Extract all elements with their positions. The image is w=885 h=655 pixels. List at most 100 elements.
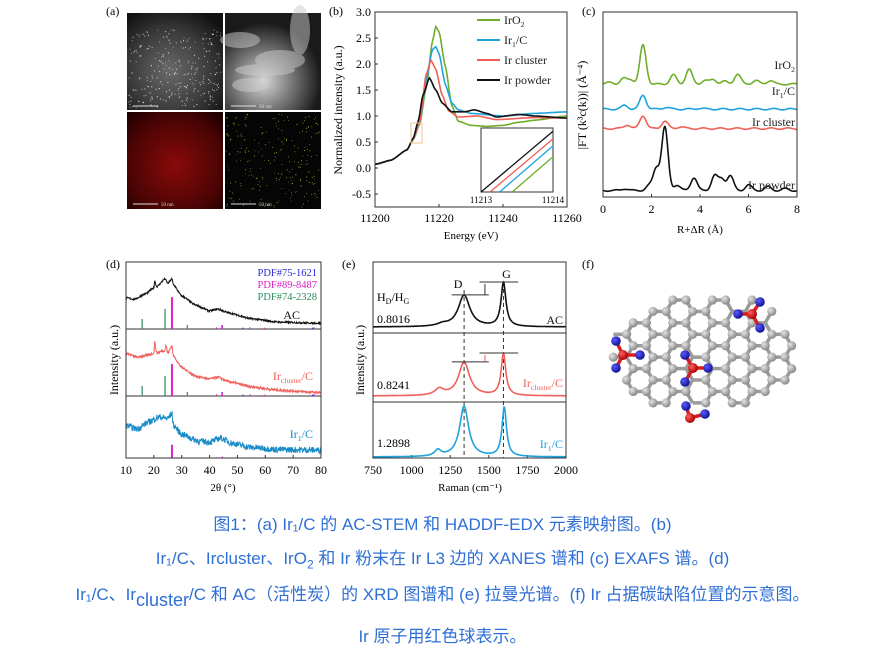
- ir-signal-dot: [306, 148, 308, 150]
- ir-signal-dot: [301, 206, 303, 208]
- ir-signal-dot: [278, 128, 280, 130]
- ir-signal-dot: [261, 177, 263, 179]
- bright-spot: [204, 100, 206, 102]
- ir-signal-dot: [300, 185, 302, 187]
- bright-spot: [164, 61, 167, 64]
- bright-spot: [208, 82, 210, 84]
- bright-spot: [213, 90, 215, 92]
- panel-b-xanes-chart: (b) 11200 11220 11240 11260 Energy (eV) -0.5 0…: [329, 4, 582, 242]
- carbon-atom: [648, 329, 658, 339]
- x-axis-label: Raman (cm⁻¹): [438, 482, 502, 494]
- ir-signal-dot: [260, 148, 262, 150]
- bright-spot: [213, 29, 215, 31]
- panel-f-structure-model: (f): [582, 257, 797, 423]
- bright-spot: [144, 88, 146, 90]
- ir-signal-dot: [308, 171, 310, 173]
- hd-hg-ratio: 0.8241: [377, 378, 410, 392]
- bright-spot: [158, 59, 161, 62]
- label-main: IrO: [774, 58, 791, 72]
- ir-signal-dot: [255, 177, 257, 179]
- y-tick-label: 0.0: [356, 161, 371, 175]
- bright-spot: [174, 93, 176, 95]
- inset-tick-label: 11214: [542, 195, 565, 205]
- ir-signal-dot: [314, 117, 316, 119]
- bright-spot: [138, 36, 140, 38]
- panel-label-b: (b): [329, 4, 343, 18]
- bright-spot: [194, 73, 196, 75]
- ir-signal-dot: [270, 162, 272, 164]
- ir-signal-dot: [244, 139, 246, 141]
- bright-spot: [208, 92, 210, 95]
- carbon-atom: [648, 352, 658, 362]
- ir-signal-dot: [240, 160, 242, 162]
- scale-bar-label: 50 nm: [161, 203, 174, 208]
- ir-signal-dot: [296, 190, 298, 192]
- ir-signal-dot: [234, 117, 236, 119]
- plot-frame: [372, 261, 567, 459]
- bright-spot: [168, 67, 170, 69]
- bright-spot: [203, 82, 205, 84]
- x-tick-label: 4: [697, 202, 703, 216]
- bright-spot: [202, 38, 204, 41]
- series-label: Ircluster/C: [523, 376, 563, 392]
- carbon-atom: [721, 386, 731, 397]
- carbon-atom: [701, 329, 711, 339]
- ir-signal-dot: [231, 192, 233, 194]
- bright-spot: [148, 45, 151, 47]
- y-tick-label: 1.5: [356, 83, 371, 97]
- scale-bar-label: 50 nm: [259, 105, 272, 110]
- ir-signal-dot: [299, 167, 301, 169]
- bright-spot: [151, 96, 153, 98]
- ir-signal-dot: [313, 178, 315, 180]
- ir-signal-dot: [303, 119, 305, 121]
- bright-spot: [174, 71, 176, 74]
- bright-spot: [216, 35, 218, 37]
- ir-signal-dot: [260, 126, 262, 128]
- ir-signal-dot: [311, 182, 313, 184]
- exafs-curve-ir-powder: [602, 125, 798, 193]
- ir-signal-dot: [228, 197, 230, 199]
- ir-signal-dot: [291, 183, 293, 185]
- caption-text: Ir₁/C、Ircluster、IrO: [155, 549, 307, 568]
- ir-signal-dot: [239, 151, 241, 153]
- nitrogen-atom: [755, 297, 765, 307]
- carbon-atom: [707, 341, 718, 351]
- carbon-atom: [787, 341, 797, 351]
- bright-spot: [161, 83, 164, 86]
- carbon-atom: [727, 398, 737, 408]
- label-main: IrO: [504, 13, 521, 27]
- bright-spot: [197, 90, 199, 92]
- label-main: Ir powder: [504, 73, 551, 87]
- carbon-atom: [688, 329, 698, 339]
- x-tick-label: 10: [120, 463, 132, 477]
- bright-spot: [129, 106, 131, 109]
- ir-signal-dot: [233, 200, 235, 202]
- bright-spot: [144, 35, 146, 37]
- bright-spot: [211, 96, 214, 98]
- bright-spot: [202, 37, 204, 39]
- label-main: Ir cluster: [752, 115, 795, 129]
- label-main: Ir: [772, 84, 780, 98]
- reference-legend-entry: PDF#75-1621: [257, 268, 317, 279]
- bright-spot: [214, 73, 216, 76]
- ir-signal-dot: [253, 155, 255, 157]
- y-axis-label: Intensity (a.u.): [353, 325, 367, 395]
- bright-spot: [184, 46, 187, 49]
- carbon-atom: [641, 341, 652, 351]
- label-main: Ir: [523, 376, 531, 390]
- carbon-atom: [727, 375, 737, 385]
- x-tick-label: 80: [315, 463, 327, 477]
- bright-spot: [215, 67, 217, 69]
- ir-signal-dot: [316, 154, 318, 156]
- bright-spot: [203, 92, 206, 95]
- ir-signal-dot: [231, 197, 233, 199]
- caption-subscript: 2: [306, 557, 314, 572]
- bright-spot: [139, 55, 141, 57]
- x-tick-label: 1500: [477, 463, 501, 477]
- ir-signal-dot: [306, 160, 308, 162]
- bright-spot: [175, 68, 178, 70]
- carbon-atom: [681, 386, 691, 397]
- bright-spot: [192, 62, 194, 64]
- y-axis-label: Normalized intensity (a.u.): [331, 45, 345, 174]
- bright-spot: [150, 80, 152, 83]
